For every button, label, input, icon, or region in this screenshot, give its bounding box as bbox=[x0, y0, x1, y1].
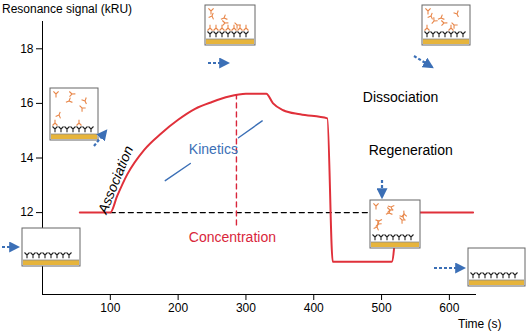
svg-text:14: 14 bbox=[20, 151, 34, 165]
svg-text:500: 500 bbox=[372, 301, 392, 315]
svg-text:600: 600 bbox=[439, 301, 459, 315]
svg-text:Kinetics: Kinetics bbox=[189, 141, 238, 157]
svg-text:Regeneration: Regeneration bbox=[369, 142, 453, 158]
svg-text:18: 18 bbox=[20, 42, 34, 56]
svg-text:Association: Association bbox=[94, 143, 136, 216]
svg-text:200: 200 bbox=[168, 301, 188, 315]
svg-text:16: 16 bbox=[20, 96, 34, 110]
svg-text:Concentration: Concentration bbox=[189, 229, 276, 245]
html-text:Resonance signal (kRU): Resonance signal (kRU) bbox=[2, 2, 133, 16]
html-text:Time (s): Time (s) bbox=[458, 317, 502, 331]
svg-text:100: 100 bbox=[100, 301, 120, 315]
svg-text:300: 300 bbox=[236, 301, 256, 315]
svg-text:Dissociation: Dissociation bbox=[363, 89, 438, 105]
svg-text:12: 12 bbox=[20, 205, 34, 219]
svg-text:400: 400 bbox=[304, 301, 324, 315]
